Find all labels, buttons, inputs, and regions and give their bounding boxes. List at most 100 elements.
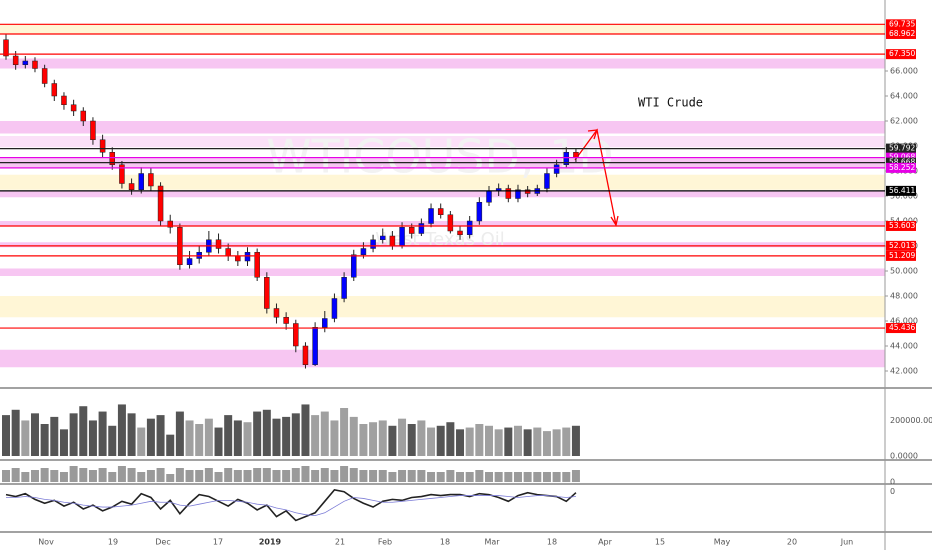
candle-body bbox=[389, 235, 396, 247]
candle-body bbox=[331, 298, 338, 319]
level-label: 58.252 bbox=[889, 163, 915, 172]
volume-bar bbox=[542, 431, 551, 456]
volume-bar bbox=[204, 418, 213, 456]
volume-bar bbox=[79, 406, 88, 456]
indicator-bar bbox=[542, 472, 551, 482]
indicator-bar bbox=[427, 472, 436, 482]
indicator-bar bbox=[436, 472, 445, 482]
indicator-bar bbox=[282, 470, 291, 482]
candle-body bbox=[360, 248, 367, 255]
volume-bar bbox=[2, 415, 10, 456]
candle-body bbox=[109, 152, 116, 165]
x-tick-label: Apr bbox=[598, 538, 613, 547]
x-tick-label: 19 bbox=[108, 538, 118, 547]
indicator-bar bbox=[475, 470, 484, 482]
volume-bar bbox=[349, 416, 358, 456]
indicator-bar bbox=[485, 472, 493, 482]
zone bbox=[0, 191, 885, 198]
x-tick-label: Mar bbox=[484, 538, 500, 547]
volume-bar bbox=[513, 425, 522, 456]
level-tag bbox=[886, 162, 916, 173]
annotation: WTI Crude bbox=[638, 96, 703, 110]
volume-bar bbox=[30, 413, 39, 456]
indicator-bar bbox=[195, 470, 204, 482]
volume-bar bbox=[398, 418, 407, 456]
volume-bar bbox=[175, 411, 184, 456]
zone bbox=[0, 349, 885, 359]
x-tick-label: 21 bbox=[335, 538, 345, 547]
level-tag bbox=[886, 19, 916, 30]
candle-body bbox=[457, 230, 463, 235]
volume-bar bbox=[40, 424, 49, 456]
zone bbox=[0, 58, 885, 69]
y-tick-label: 48.000 bbox=[890, 292, 918, 301]
indicator-bar bbox=[359, 470, 368, 482]
volume-bar bbox=[127, 413, 136, 456]
indicator-bar bbox=[465, 472, 474, 482]
level-label: 52.013 bbox=[889, 241, 915, 250]
indicator-bar bbox=[88, 470, 97, 482]
indicator-bar bbox=[262, 468, 271, 482]
volume-bar bbox=[485, 425, 493, 456]
indicator-bar bbox=[349, 468, 358, 482]
indicator-bar bbox=[388, 472, 397, 482]
candle-body bbox=[408, 227, 415, 234]
indicator-bar bbox=[137, 472, 146, 482]
volume-bar bbox=[523, 429, 532, 456]
indicator-bar bbox=[156, 468, 165, 482]
candle-body bbox=[351, 254, 357, 278]
level-label: 51.209 bbox=[889, 251, 915, 260]
volume-tick-label: 200000.0000 bbox=[890, 416, 932, 425]
indicator-bar bbox=[320, 468, 329, 482]
zone bbox=[0, 121, 885, 134]
indicator-bar bbox=[243, 470, 252, 482]
zone bbox=[0, 268, 885, 276]
indicator-bar bbox=[166, 474, 175, 482]
y-tick-label: 56.000 bbox=[890, 192, 918, 201]
indicator-bar bbox=[30, 470, 39, 482]
volume-bar bbox=[195, 424, 204, 456]
candle-body bbox=[293, 323, 299, 347]
candle-body bbox=[515, 189, 521, 199]
volume-bar bbox=[369, 422, 378, 456]
candle-body bbox=[486, 190, 492, 203]
indicator-bar bbox=[523, 472, 532, 482]
volume-bar bbox=[233, 420, 242, 456]
volume-bar bbox=[571, 425, 580, 456]
candle-body bbox=[379, 235, 386, 240]
indicator-bar bbox=[2, 470, 10, 482]
y-tick-label: 42.000 bbox=[890, 367, 918, 376]
volume-bar bbox=[311, 415, 320, 456]
indicator-bar bbox=[291, 468, 300, 482]
indicator-bar bbox=[253, 468, 262, 482]
indicator-bar bbox=[127, 468, 136, 482]
x-tick-label: 2019 bbox=[259, 538, 282, 547]
volume-bar bbox=[224, 415, 233, 456]
indicator-bar bbox=[571, 470, 580, 482]
indicator-bar bbox=[224, 468, 233, 482]
volume-bar bbox=[11, 409, 20, 456]
volume-bar bbox=[407, 424, 416, 456]
volume-tick-label: 0.0000 bbox=[890, 452, 918, 461]
volume-bar bbox=[494, 429, 503, 456]
candle-body bbox=[553, 164, 560, 174]
indicator-bar bbox=[214, 472, 223, 482]
indicator-bar bbox=[398, 470, 407, 482]
level-tag bbox=[886, 250, 916, 261]
indicator-bar bbox=[50, 470, 59, 482]
candle-body bbox=[22, 60, 29, 65]
indicator-bar bbox=[11, 468, 20, 482]
candle-body bbox=[428, 208, 434, 224]
candle-body bbox=[41, 68, 48, 84]
volume-bar bbox=[69, 413, 78, 456]
candle-body bbox=[524, 189, 531, 194]
candle-body bbox=[418, 223, 425, 234]
zone bbox=[0, 242, 885, 248]
volume-bar bbox=[88, 420, 97, 456]
candle-body bbox=[476, 202, 483, 222]
indicator-bar bbox=[59, 472, 68, 482]
candle-body bbox=[312, 327, 318, 365]
watermark: WTICOUSD, 1D bbox=[266, 130, 614, 184]
oscillator-line bbox=[6, 495, 576, 517]
indicator-bar bbox=[504, 472, 513, 482]
